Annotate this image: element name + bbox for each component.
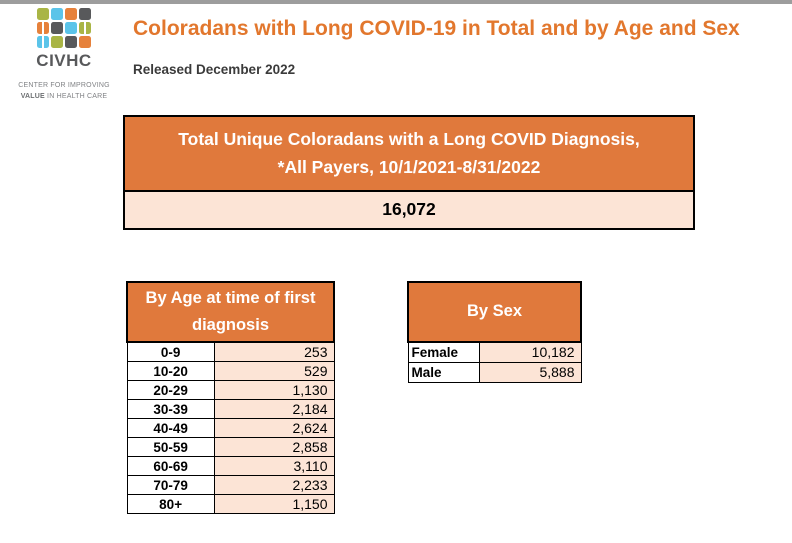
sex-label: Female: [407, 341, 480, 363]
orange-mosaic-tile: [37, 22, 49, 34]
table-row: 50-59 2,858: [126, 437, 335, 457]
age-group-count: 3,110: [213, 456, 335, 476]
table-row: 80+ 1,150: [126, 494, 335, 514]
sex-table: By Sex Female 10,182 Male 5,888: [407, 281, 582, 383]
blue-mosaic-tile: [37, 36, 49, 48]
sex-label: Male: [407, 361, 480, 383]
total-box-value: 16,072: [125, 192, 693, 228]
blue-mosaic-tile: [51, 8, 63, 20]
gray-mosaic-tile: [65, 36, 77, 48]
age-group-label: 40-49: [126, 418, 215, 438]
civhc-logo: CIVHC CENTER FOR IMPROVING VALUE IN HEAL…: [12, 8, 116, 102]
green-mosaic-tile: [37, 8, 49, 20]
top-border-band: [0, 0, 792, 4]
age-group-label: 60-69: [126, 456, 215, 476]
green-mosaic-tile: [51, 36, 63, 48]
sex-table-heading: By Sex: [407, 281, 582, 343]
age-group-label: 70-79: [126, 475, 215, 495]
age-group-label: 10-20: [126, 361, 215, 381]
total-box: Total Unique Coloradans with a Long COVI…: [123, 115, 695, 230]
age-group-label: 0-9: [126, 341, 215, 362]
civhc-logo-mosaic: [37, 8, 91, 48]
table-row: Female 10,182: [407, 341, 582, 363]
table-row: 60-69 3,110: [126, 456, 335, 476]
total-box-heading: Total Unique Coloradans with a Long COVI…: [125, 117, 693, 192]
age-group-count: 1,150: [213, 494, 335, 514]
table-row: Male 5,888: [407, 361, 582, 383]
age-group-count: 2,184: [213, 399, 335, 419]
age-table-header-row: By Age at time of first diagnosis: [126, 281, 335, 343]
gray-mosaic-tile: [51, 22, 63, 34]
release-date: Released December 2022: [133, 62, 296, 77]
blue-mosaic-tile: [65, 22, 77, 34]
age-group-count: 253: [213, 341, 335, 362]
civhc-logo-text: CIVHC: [36, 51, 92, 70]
civhc-tagline-value-word: VALUE: [20, 92, 45, 100]
age-table-heading: By Age at time of first diagnosis: [126, 281, 335, 343]
table-row: 0-9 253: [126, 341, 335, 362]
civhc-tagline: CENTER FOR IMPROVING VALUE IN HEALTH CAR…: [12, 81, 116, 102]
table-row: 30-39 2,184: [126, 399, 335, 419]
civhc-tagline-line1: CENTER FOR IMPROVING: [18, 82, 110, 89]
age-group-label: 80+: [126, 494, 215, 514]
table-row: 20-29 1,130: [126, 380, 335, 400]
orange-mosaic-tile: [65, 8, 77, 20]
age-group-count: 1,130: [213, 380, 335, 400]
table-row: 40-49 2,624: [126, 418, 335, 438]
age-table: By Age at time of first diagnosis 0-9 253…: [126, 281, 335, 514]
civhc-tagline-rest: IN HEALTH CARE: [44, 92, 108, 100]
sex-count: 5,888: [478, 361, 582, 383]
table-row: 10-20 529: [126, 361, 335, 381]
table-row: 70-79 2,233: [126, 475, 335, 495]
age-group-label: 30-39: [126, 399, 215, 419]
gray-mosaic-tile: [79, 8, 91, 20]
green-mosaic-tile: [79, 22, 91, 34]
age-group-label: 20-29: [126, 380, 215, 400]
age-group-count: 2,624: [213, 418, 335, 438]
age-group-count: 529: [213, 361, 335, 381]
orange-mosaic-tile: [79, 36, 91, 48]
sex-table-header-row: By Sex: [407, 281, 582, 343]
civhc-tagline-line2: VALUE IN HEALTH CARE: [12, 92, 116, 103]
page-title: Coloradans with Long COVID-19 in Total a…: [133, 17, 740, 40]
age-group-count: 2,858: [213, 437, 335, 457]
sex-count: 10,182: [478, 341, 582, 363]
age-group-label: 50-59: [126, 437, 215, 457]
age-group-count: 2,233: [213, 475, 335, 495]
